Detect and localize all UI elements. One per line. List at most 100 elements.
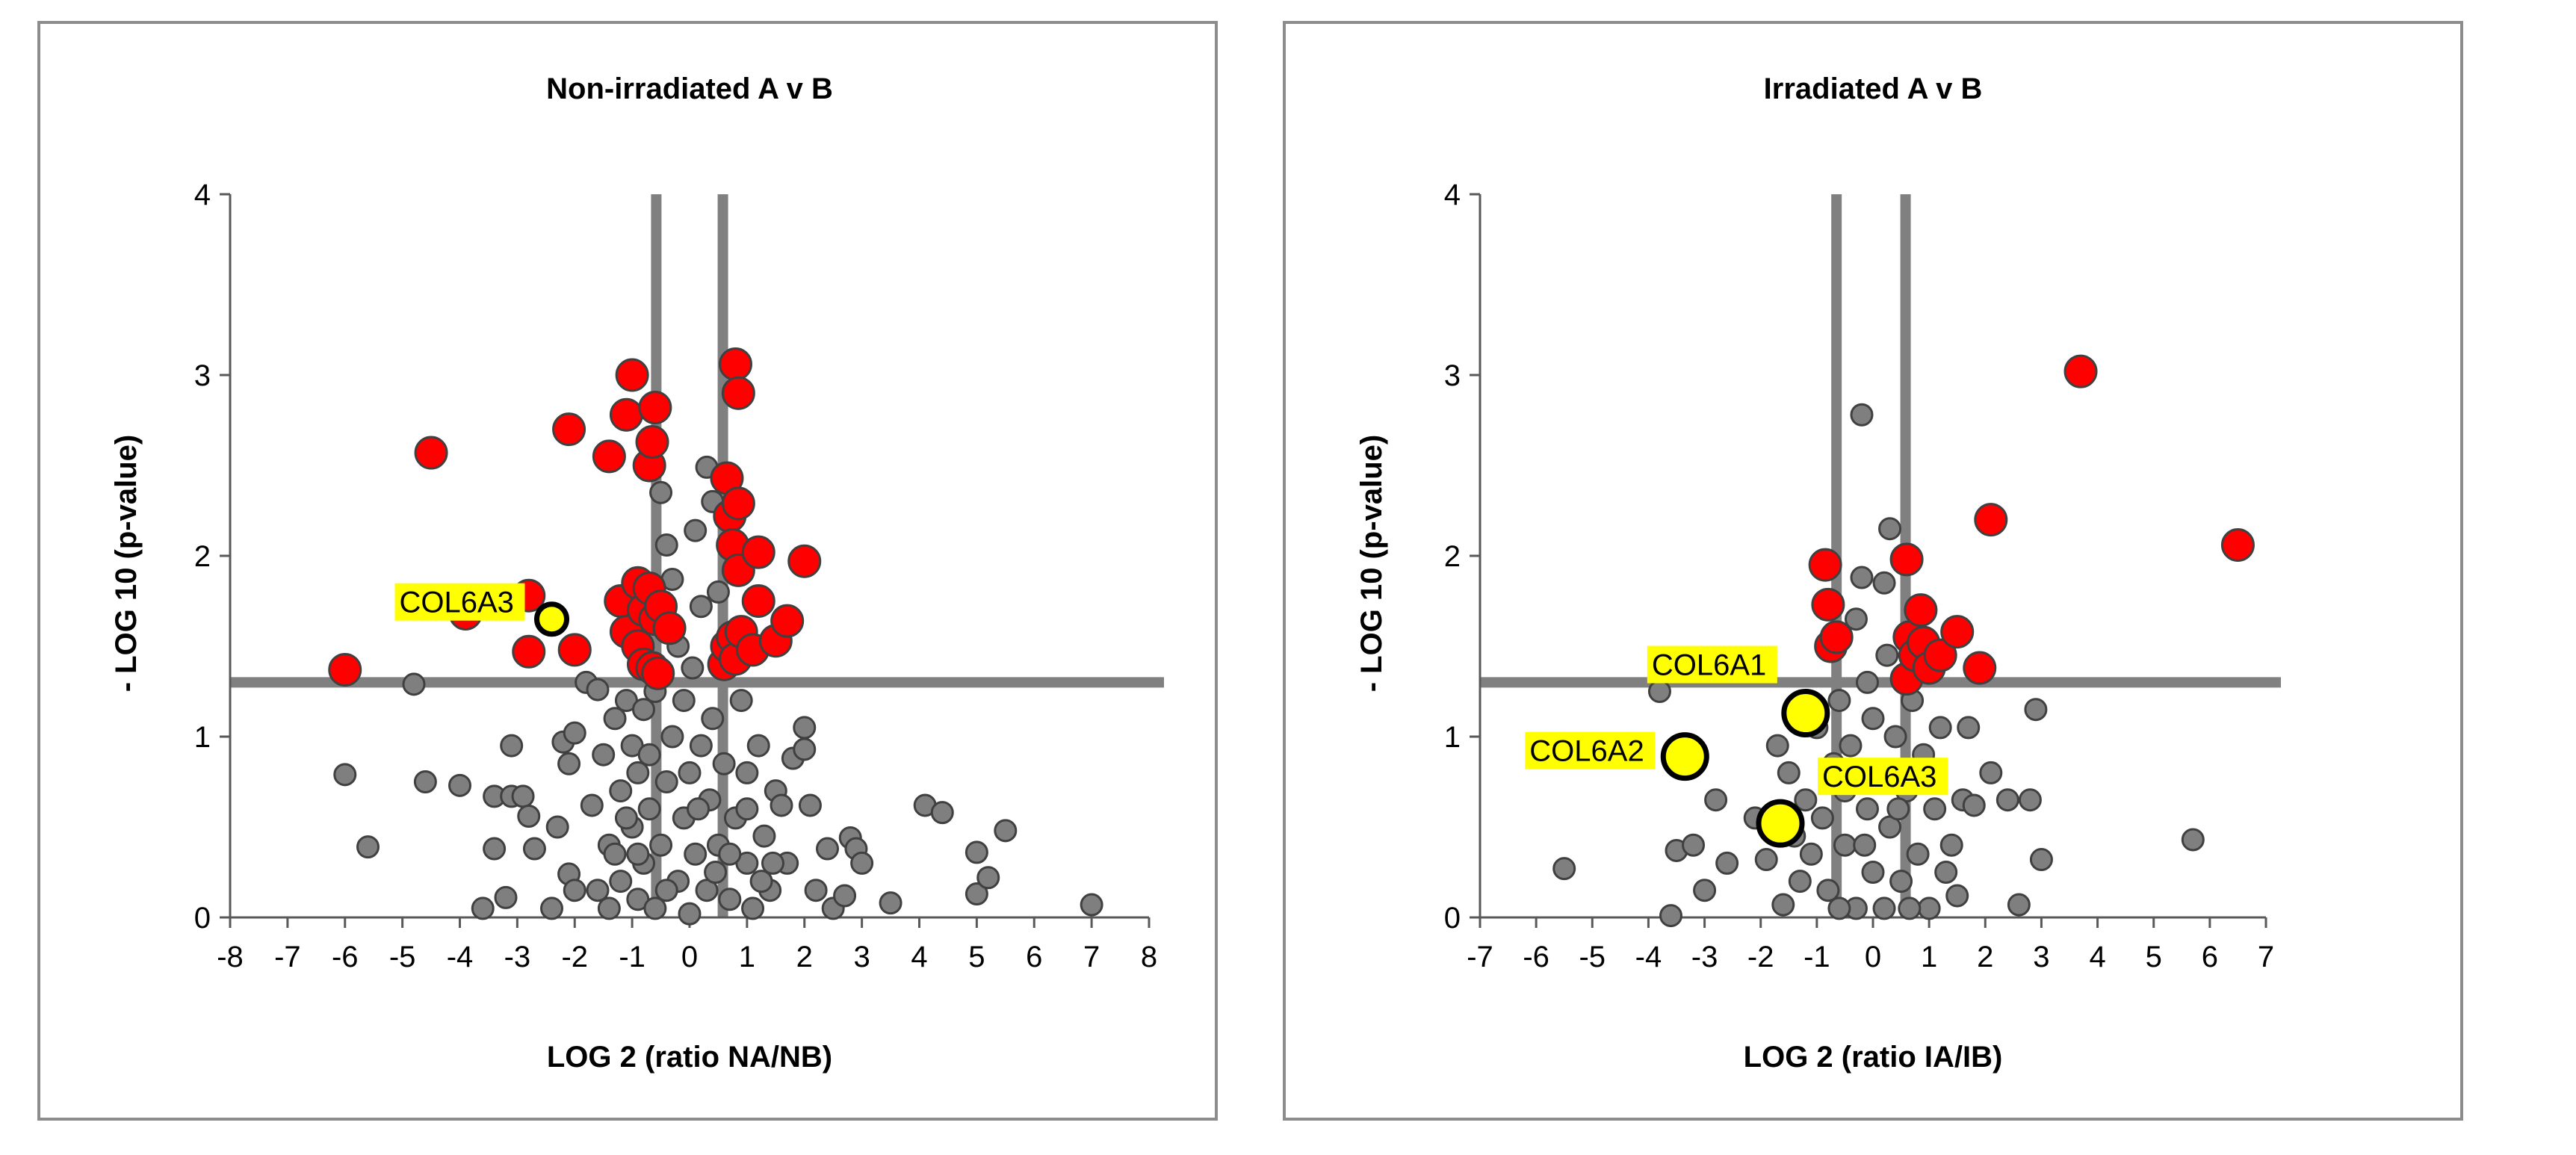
x-tick-label: 2 (1977, 941, 1993, 973)
chart-title-left: Non-irradiated A v B (546, 72, 833, 105)
y-tick-label: 4 (194, 179, 211, 211)
x-tick-label: -2 (1747, 941, 1774, 973)
data-point-grey (681, 656, 705, 680)
data-point-grey (1853, 833, 1877, 857)
data-point-grey (1878, 517, 1902, 541)
data-point-grey (649, 833, 673, 857)
data-point-grey (879, 891, 902, 915)
callout-bg (394, 583, 525, 621)
data-point-grey (850, 851, 874, 875)
data-point-grey (833, 884, 857, 908)
x-tick-label: -5 (389, 941, 416, 973)
data-point-grey (735, 797, 759, 821)
data-point-grey (729, 689, 753, 713)
data-point-grey (1917, 897, 1941, 920)
callout-label-col6a3: COL6A3 (400, 586, 514, 619)
x-tick-label: -7 (1467, 941, 1493, 973)
data-point-grey (1996, 788, 2019, 812)
data-point-grey (626, 842, 650, 866)
data-point-grey (1898, 897, 1922, 920)
data-point-grey (413, 770, 437, 793)
data-point-red (414, 436, 448, 470)
data-point-grey (1754, 848, 1778, 872)
x-tick-label: 5 (968, 941, 985, 973)
data-point-grey (1872, 897, 1896, 920)
data-point-grey (557, 752, 581, 775)
data-point-grey (1777, 761, 1801, 784)
data-point-grey (654, 879, 678, 902)
data-point-grey (1889, 870, 1913, 894)
data-point-grey (1886, 797, 1910, 821)
data-point-grey (511, 784, 535, 808)
data-point-grey (965, 840, 988, 864)
data-point-grey (1080, 893, 1103, 917)
data-point-red (719, 347, 752, 381)
data-point-grey (1939, 833, 1963, 857)
data-point-grey (684, 518, 708, 542)
data-point-grey (1647, 680, 1671, 703)
y-tick-label: 2 (194, 540, 211, 573)
data-point-highlight (534, 601, 569, 637)
x-tick-label: 2 (796, 941, 813, 973)
data-point-grey (654, 533, 678, 557)
data-point-grey (1659, 904, 1682, 928)
data-point-grey (563, 721, 586, 745)
x-tick-label: -6 (1523, 941, 1549, 973)
data-point-grey (545, 815, 569, 839)
data-point-grey (1945, 884, 1969, 908)
data-point-red (741, 535, 775, 569)
chart-panel-right: Irradiated A v B 0 1 2 3 4 -7 -6 -5 -4 -3 -2 -1 0 1 2 3 4… (1283, 21, 2463, 1121)
x-tick-label: -4 (447, 941, 474, 973)
data-point-grey (448, 773, 471, 797)
y-axis-label-right: - LOG 10 (p-value) (1355, 435, 1388, 693)
x-tick-label: 7 (1083, 941, 1100, 973)
data-point-grey (1906, 842, 1930, 866)
x-tick-label: 1 (1921, 941, 1937, 973)
data-point-grey (2029, 848, 2053, 872)
data-point-grey (626, 761, 650, 784)
data-point-grey (718, 842, 742, 866)
x-tick-label: 1 (739, 941, 755, 973)
x-tick-label: -5 (1579, 941, 1606, 973)
x-tick-label: 0 (1865, 941, 1881, 973)
data-point-grey (704, 861, 728, 884)
data-point-grey (1682, 833, 1706, 857)
x-tick-label: -1 (619, 941, 645, 973)
data-point-grey (637, 797, 661, 821)
data-point-grey (761, 851, 784, 875)
data-point-red (1819, 620, 1854, 654)
x-tick-label: -3 (504, 941, 531, 973)
data-point-red (615, 358, 649, 392)
data-point-grey (749, 870, 773, 894)
data-point-red (741, 584, 775, 618)
data-point-grey (672, 689, 696, 713)
data-point-grey (632, 698, 655, 722)
x-tick-label: 4 (2089, 941, 2105, 973)
data-point-grey (1715, 851, 1739, 875)
data-point-red (1904, 593, 1938, 628)
data-point-grey (1872, 571, 1896, 595)
data-point-grey (563, 879, 586, 902)
y-tick-label: 1 (1444, 721, 1461, 754)
data-point-grey (793, 716, 817, 740)
y-tick-label: 1 (194, 721, 211, 754)
data-point-grey (1962, 793, 1986, 817)
data-point-red (512, 634, 546, 669)
data-point-grey (678, 761, 702, 784)
data-point-grey (1794, 788, 1818, 812)
data-point-red (721, 486, 755, 521)
y-tick-label: 0 (194, 902, 211, 935)
data-point-grey (816, 837, 839, 861)
data-point-red (721, 376, 755, 410)
data-point-red (787, 544, 822, 578)
data-point-grey (930, 801, 954, 825)
y-tick-label: 3 (1444, 359, 1461, 392)
y-tick-label: 3 (194, 359, 211, 392)
data-point-grey (603, 842, 627, 866)
data-point-red (770, 604, 805, 638)
data-point-grey (1765, 734, 1789, 758)
data-point-red (592, 439, 626, 474)
data-point-grey (1704, 788, 1728, 812)
data-point-grey (1861, 861, 1885, 884)
data-point-grey (1850, 566, 1874, 589)
